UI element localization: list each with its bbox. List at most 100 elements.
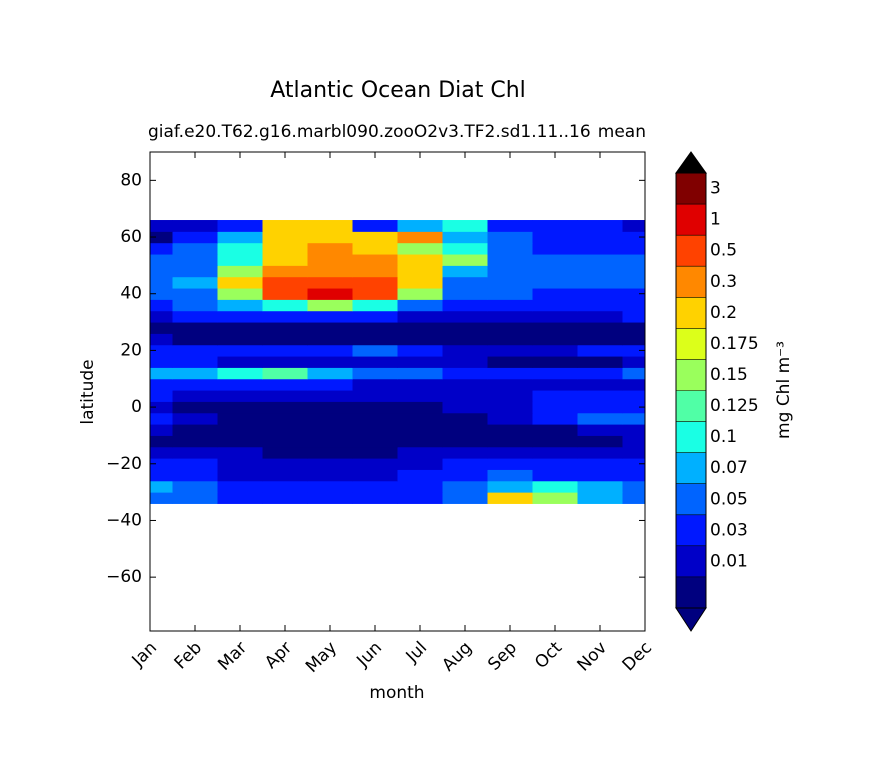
contour-cell [307, 276, 353, 289]
contour-cell [307, 480, 353, 493]
contour-cell [487, 310, 533, 323]
contour-cell [622, 333, 646, 346]
contour-cell [577, 446, 623, 459]
contour-cell [150, 310, 173, 323]
colorbar-tick-label: 3 [710, 179, 721, 199]
contour-cell [352, 356, 398, 368]
contour-cell [487, 265, 533, 278]
contour-cell [262, 446, 308, 459]
contour-cell [397, 254, 443, 266]
contour-cell [577, 401, 623, 414]
contour-cell [577, 288, 623, 300]
contour-cell [352, 492, 398, 504]
contour-cell [577, 254, 623, 266]
contour-cell [532, 424, 578, 436]
contour-cell [487, 435, 533, 448]
contour-cell [352, 412, 398, 425]
contour-cell [150, 220, 173, 232]
contour-cell [622, 265, 646, 278]
contour-cell [217, 276, 263, 289]
contour-cell [262, 231, 308, 244]
contour-cell [487, 276, 533, 289]
x-tick-label: May [302, 638, 341, 677]
contour-cell [217, 344, 263, 357]
contour-cell [577, 333, 623, 346]
contour-cell [262, 344, 308, 357]
contour-cell [622, 378, 646, 391]
contour-cell [487, 469, 533, 482]
contour-cell [577, 435, 623, 448]
contour-cell [577, 310, 623, 323]
contour-cell [307, 367, 353, 380]
contour-cell [262, 220, 308, 232]
contour-cell [172, 265, 218, 278]
contour-cell [352, 458, 398, 470]
contour-cell [307, 288, 353, 300]
contour-cell [622, 446, 646, 459]
contour-cell [307, 333, 353, 346]
contour-cell [150, 333, 173, 346]
contour-cell [622, 220, 646, 232]
contour-cell [622, 435, 646, 448]
contour-cell [442, 424, 488, 436]
contour-cell [262, 492, 308, 504]
contour-cell [352, 390, 398, 402]
contour-cell [577, 231, 623, 244]
contour-cell [217, 220, 263, 232]
colorbar-tick-label: 0.05 [710, 489, 748, 509]
contour-cell [622, 322, 646, 334]
contour-cell [442, 333, 488, 346]
contour-cell [172, 344, 218, 357]
contour-cell [307, 401, 353, 414]
contour-cell [487, 322, 533, 334]
contour-cell [442, 276, 488, 289]
contour-cell [487, 378, 533, 391]
contour-cell [397, 458, 443, 470]
contour-cell [307, 446, 353, 459]
contour-cell [442, 378, 488, 391]
contour-cell [150, 322, 173, 334]
contour-cell [150, 231, 173, 244]
colorbar-extend-low [675, 607, 707, 632]
contour-cell [397, 412, 443, 425]
contour-cell [487, 220, 533, 232]
contour-cell [442, 265, 488, 278]
contour-cell [217, 412, 263, 425]
contour-cell [577, 322, 623, 334]
y-tick-label: 60 [120, 227, 142, 247]
contour-cell [622, 424, 646, 436]
contour-cell [262, 310, 308, 323]
contour-cell [150, 254, 173, 266]
contour-cell [172, 480, 218, 493]
contour-cell [622, 412, 646, 425]
contour-cell [307, 435, 353, 448]
contour-cell [352, 446, 398, 459]
contour-cell [622, 276, 646, 289]
contour-cell [352, 242, 398, 255]
contour-cell [577, 367, 623, 380]
contour-cell [442, 322, 488, 334]
contour-cell [442, 344, 488, 357]
contour-cell [150, 458, 173, 470]
contour-cell [442, 401, 488, 414]
contour-cell [397, 446, 443, 459]
contour-cell [397, 344, 443, 357]
contour-cell [262, 254, 308, 266]
contour-cell [307, 492, 353, 504]
x-tick-label: Apr [261, 638, 296, 673]
contour-cell [532, 378, 578, 391]
contour-cell [217, 458, 263, 470]
contour-cell [352, 299, 398, 312]
colorbar-tick-label: 0.3 [710, 272, 737, 292]
contour-cell [307, 322, 353, 334]
contour-cell [622, 469, 646, 482]
colorbar-tick-label: 0.03 [710, 520, 748, 540]
contour-cell [352, 469, 398, 482]
colorbar-band [676, 204, 706, 236]
contour-cell [352, 480, 398, 493]
contour-cell [352, 220, 398, 232]
contour-cell [172, 469, 218, 482]
contour-cell [262, 322, 308, 334]
contour-cell [622, 480, 646, 493]
contour-cell [172, 220, 218, 232]
